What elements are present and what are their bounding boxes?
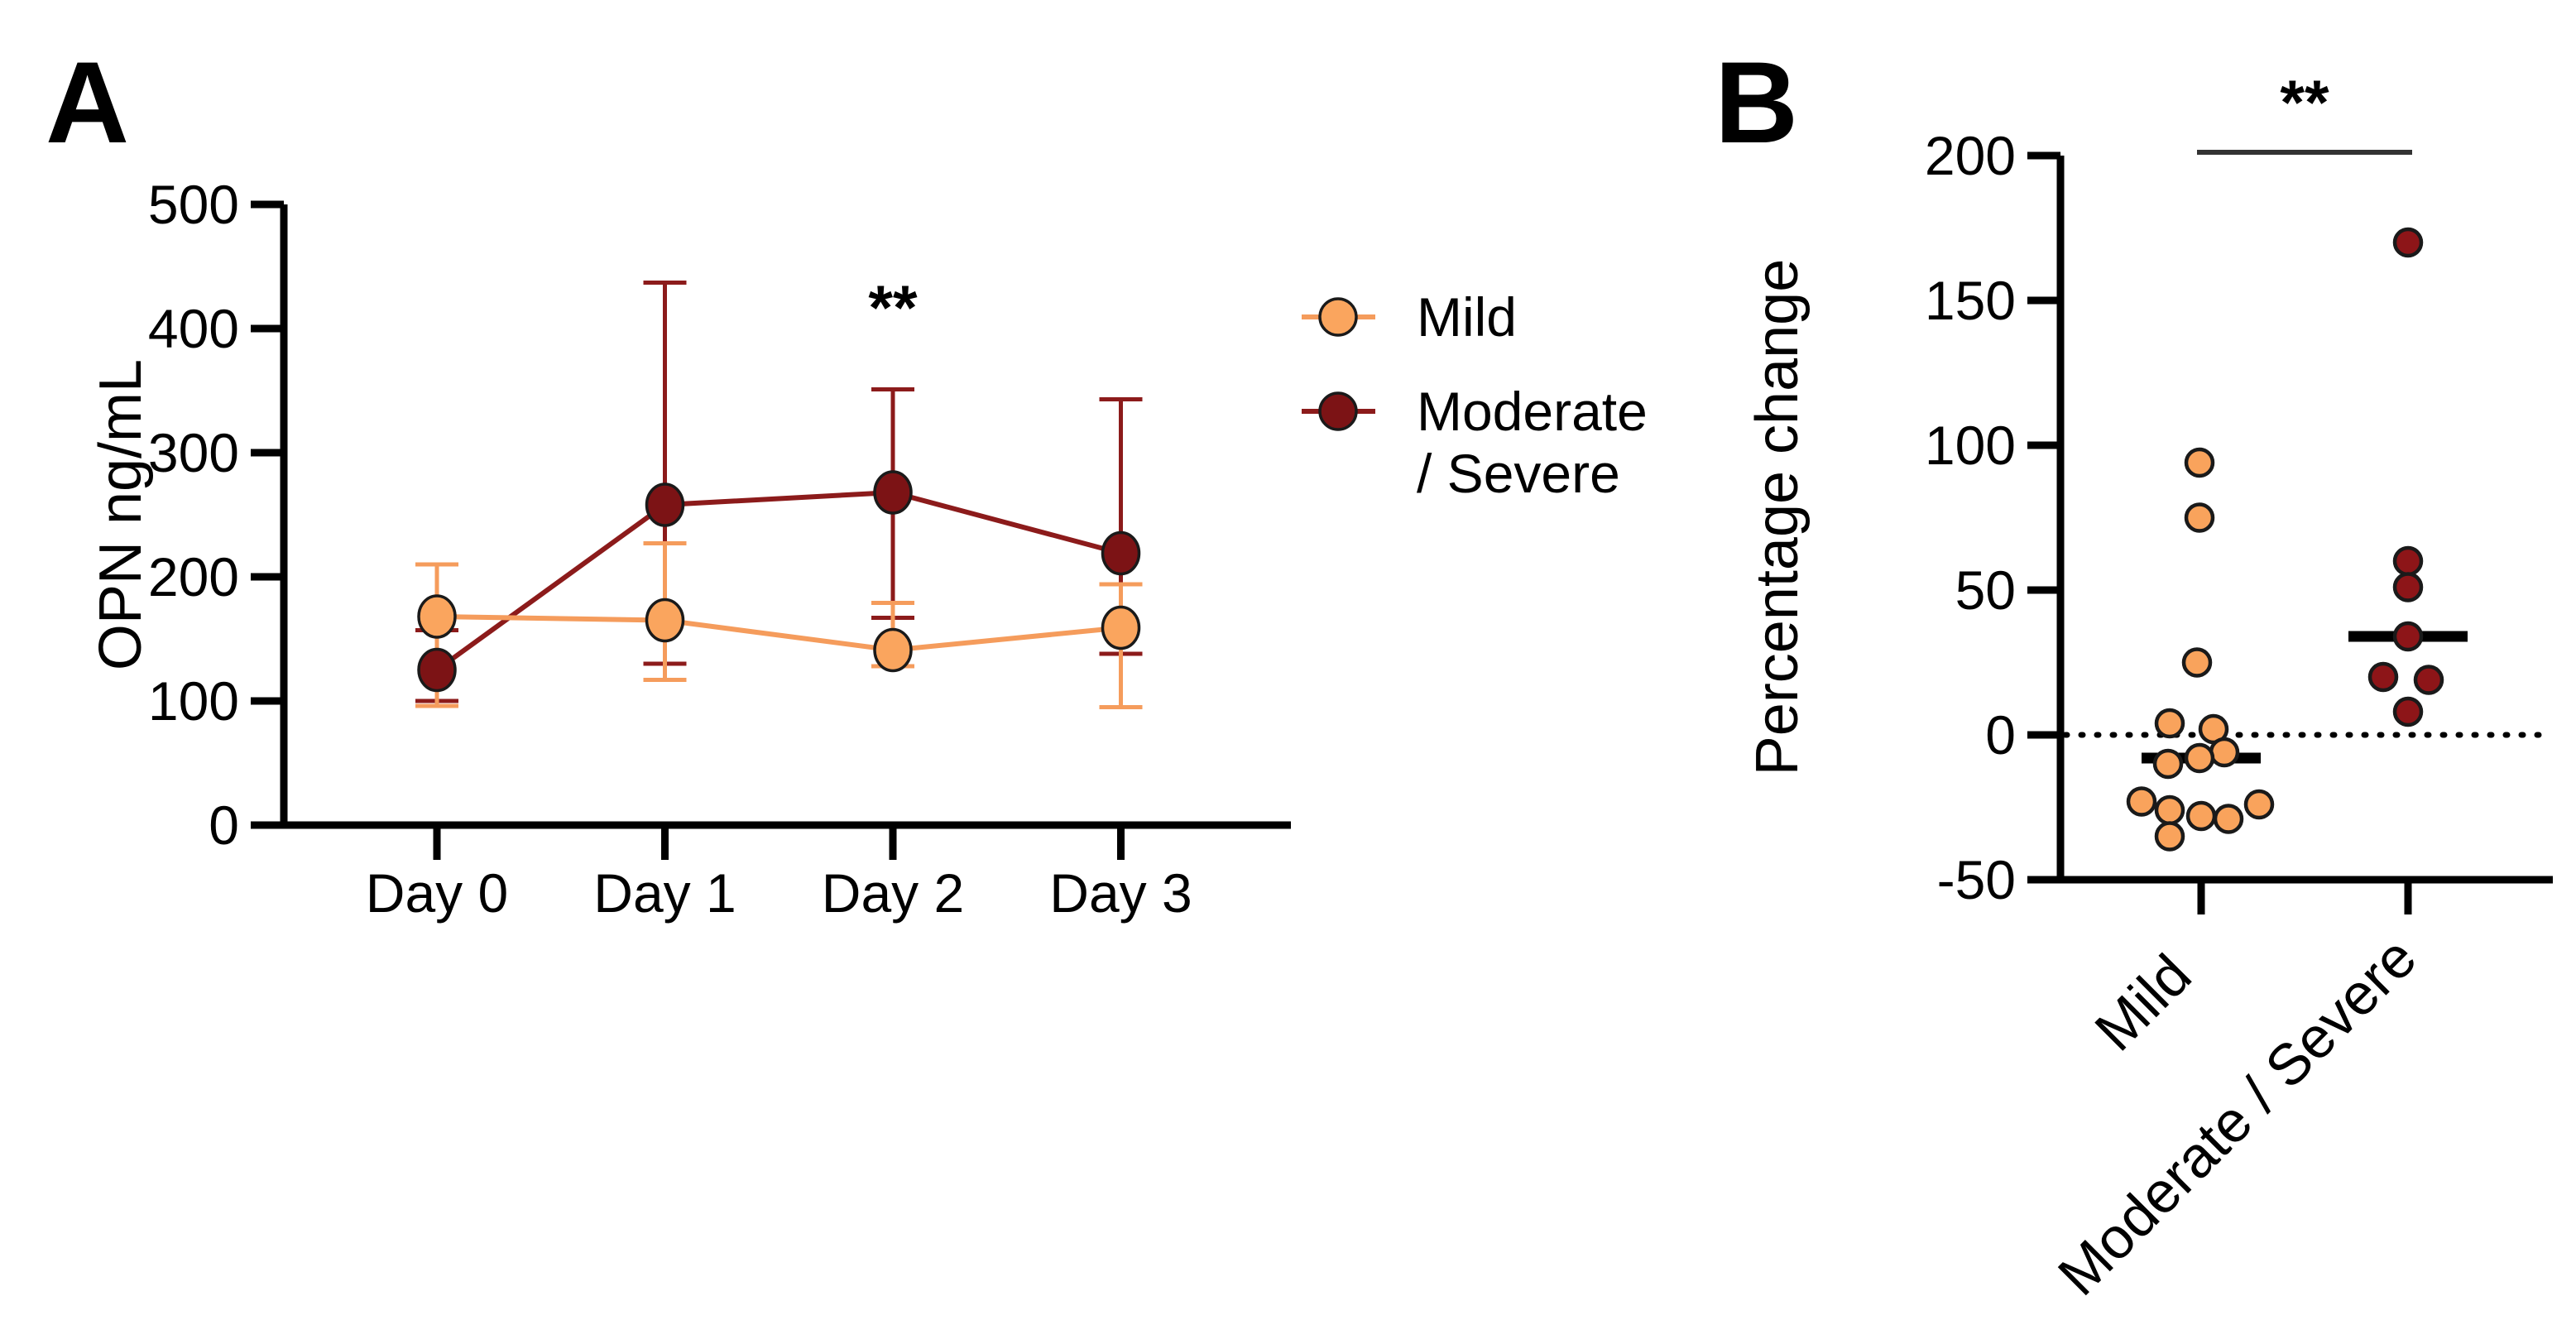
dot-mild	[2152, 748, 2184, 780]
dot-moderate-severe	[2392, 545, 2424, 577]
dot-mild	[2184, 502, 2215, 533]
data-point-mild	[645, 598, 685, 643]
legend-item-label: Moderate	[1417, 381, 1648, 442]
panel-a-plot: 0 100 200 300 400 500 Day 0 Day 1 Day 2 Day 3	[148, 174, 1291, 924]
dot-mild	[2184, 742, 2215, 774]
dot-mild	[2184, 447, 2215, 478]
panel-a-y-tick-label: 500	[148, 174, 239, 235]
data-point-moderate-severe	[1101, 530, 1141, 576]
data-point-moderate-severe	[873, 470, 913, 515]
panel-b-y-tick-label: 50	[1955, 559, 2016, 621]
dot-mild	[2126, 786, 2157, 817]
panel-a-significance-stars: **	[868, 273, 918, 343]
dot-mild	[2243, 789, 2275, 820]
panel-a-y-tick-label: 300	[148, 422, 239, 483]
legend-marker	[1318, 391, 1358, 431]
dot-mild	[2209, 737, 2240, 768]
legend-item-label: Mild	[1417, 286, 1517, 348]
panel-b-y-tick-label: 200	[1925, 125, 2016, 186]
dot-moderate-severe	[2392, 621, 2424, 652]
panel-a-y-axis-title: OPN ng/mL	[88, 359, 154, 670]
dot-mild	[2185, 800, 2217, 832]
series-line	[435, 489, 1122, 672]
panel-a-y-tick-label: 400	[148, 298, 239, 359]
panel-b-category-label: Moderate / Severe	[2046, 924, 2428, 1307]
panel-b-category-label: Mild	[2083, 942, 2204, 1063]
dot-mild	[2213, 804, 2244, 834]
data-point-moderate-severe	[645, 482, 685, 527]
data-point-moderate-severe	[417, 647, 457, 693]
panel-a-x-tick-label: Day 1	[593, 862, 736, 924]
dot-moderate-severe	[2392, 696, 2424, 727]
panel-b-y-tick-label: 150	[1925, 270, 2016, 331]
dot-mild	[2181, 647, 2213, 678]
data-point-mild	[873, 627, 913, 673]
dot-moderate-severe	[2413, 665, 2444, 695]
dot-moderate-severe	[2367, 661, 2399, 693]
panel-a-x-tick-label: Day 3	[1049, 862, 1192, 924]
data-point-mild	[1101, 605, 1141, 650]
legend-item-label: / Severe	[1417, 443, 1620, 504]
panel-b-y-tick-label: -50	[1937, 849, 2016, 910]
dot-moderate-severe	[2392, 227, 2424, 258]
panel-a-x-tick-label: Day 2	[822, 862, 964, 924]
panel-b-letter: B	[1715, 37, 1798, 167]
dot-mild	[2154, 708, 2185, 739]
legend-item-moderate-severe: Moderate/ Severe	[1302, 381, 1648, 504]
panel-b-y-axis-title: Percentage change	[1744, 259, 1811, 775]
panel-a-letter: A	[46, 37, 129, 167]
panel-a-y-tick-label: 100	[148, 670, 239, 732]
dot-moderate-severe	[2392, 572, 2424, 602]
series-line	[436, 614, 1121, 653]
legend: Mild Moderate/ Severe	[1302, 286, 1648, 504]
panel-b-significance-stars: **	[2280, 68, 2329, 138]
legend-marker	[1318, 297, 1358, 337]
panel-b-y-tick-label: 100	[1925, 415, 2016, 476]
panel-a-x-tick-label: Day 0	[366, 862, 508, 924]
dot-mild	[2154, 794, 2185, 826]
panel-a-y-tick-label: 0	[209, 794, 239, 856]
panel-b-y-tick-label: 0	[1985, 704, 2016, 766]
series-mild	[415, 541, 1143, 709]
data-point-mild	[417, 594, 457, 639]
panel-a-y-tick-label: 200	[148, 546, 239, 607]
dot-mild	[2154, 821, 2185, 852]
legend-item-mild: Mild	[1302, 286, 1517, 348]
